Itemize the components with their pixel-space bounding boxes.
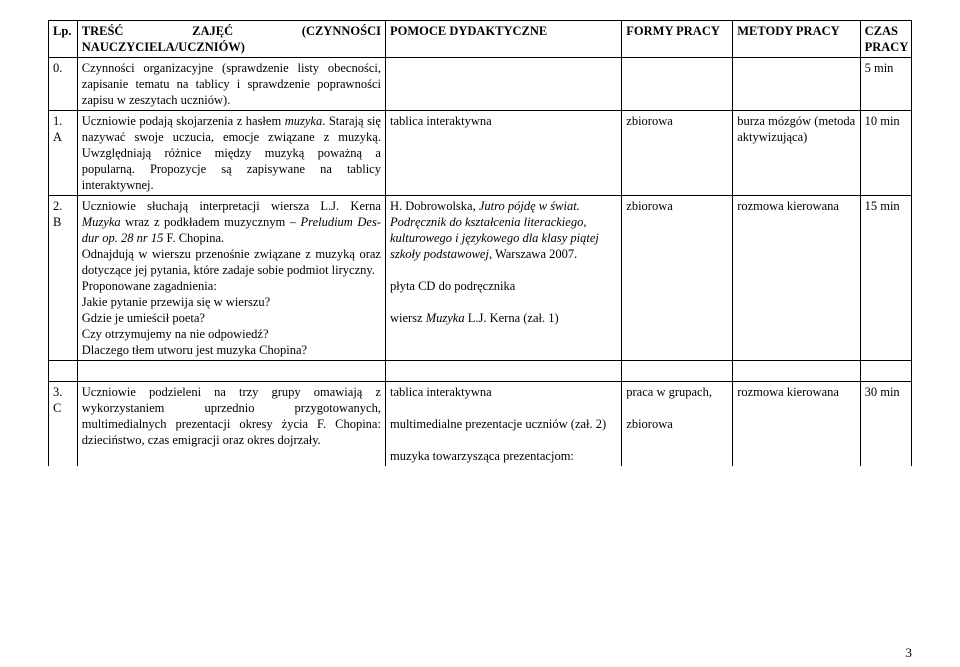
text: Uczniowie podają skojarzenia z hasłem bbox=[82, 114, 285, 128]
cell-lp: 3. C bbox=[49, 382, 78, 467]
cell-metody: burza mózgów (metoda aktywizująca) bbox=[733, 111, 860, 196]
cell-lp: 1. A bbox=[49, 111, 78, 196]
col-header-tresc: TREŚĆ ZAJĘĆ (CZYNNOŚCI NAUCZYCIELA/UCZNI… bbox=[77, 21, 385, 58]
text: , Warszawa 2007. bbox=[489, 247, 577, 261]
text: multimedialne prezentacje uczniów (zał. … bbox=[390, 416, 617, 432]
cell-formy: zbiorowa bbox=[622, 111, 733, 196]
text-italic: Muzyka bbox=[426, 311, 465, 325]
text: Czy otrzymujemy na nie odpowiedź? bbox=[82, 326, 381, 342]
table-row: 0. Czynności organizacyjne (sprawdzenie … bbox=[49, 58, 912, 111]
text: Dlaczego tłem utworu jest muzyka Chopina… bbox=[82, 342, 381, 358]
cell-metody bbox=[733, 58, 860, 111]
text-italic: Muzyka bbox=[82, 215, 121, 229]
col-header-formy: FORMY PRACY bbox=[622, 21, 733, 58]
table-row: 1. A Uczniowie podają skojarzenia z hasł… bbox=[49, 111, 912, 196]
text: tablica interaktywna bbox=[390, 384, 617, 400]
text: Uczniowie słuchają interpretacji wiersza… bbox=[82, 199, 381, 213]
col-header-pomoce: POMOCE DYDAKTYCZNE bbox=[385, 21, 621, 58]
text: wraz z podkładem muzycznym – bbox=[121, 215, 301, 229]
text: H. Dobrowolska, bbox=[390, 199, 479, 213]
cell-czas: 5 min bbox=[860, 58, 911, 111]
table-header-row: Lp. TREŚĆ ZAJĘĆ (CZYNNOŚCI NAUCZYCIELA/U… bbox=[49, 21, 912, 58]
page-number: 3 bbox=[906, 645, 913, 661]
cell-pomoce bbox=[385, 58, 621, 111]
lesson-plan-table: Lp. TREŚĆ ZAJĘĆ (CZYNNOŚCI NAUCZYCIELA/U… bbox=[48, 20, 912, 466]
cell-lp: 0. bbox=[49, 58, 78, 111]
cell-czas: 10 min bbox=[860, 111, 911, 196]
text: F. Chopina. bbox=[163, 231, 224, 245]
cell-czas: 30 min bbox=[860, 382, 911, 467]
cell-tresc: Uczniowie słuchają interpretacji wiersza… bbox=[77, 196, 385, 361]
text: L.J. Kerna (zał. 1) bbox=[465, 311, 559, 325]
cell-formy bbox=[622, 58, 733, 111]
text-italic: muzyka bbox=[285, 114, 323, 128]
cell-tresc: Uczniowie podają skojarzenia z hasłem mu… bbox=[77, 111, 385, 196]
col-header-lp: Lp. bbox=[49, 21, 78, 58]
spacer-row bbox=[49, 361, 912, 382]
text: Odnajdują w wierszu przenośnie związane … bbox=[82, 246, 381, 278]
col-header-czas: CZAS PRACY bbox=[860, 21, 911, 58]
cell-formy: zbiorowa bbox=[622, 196, 733, 361]
text: Jakie pytanie przewija się w wierszu? bbox=[82, 294, 381, 310]
cell-tresc: Czynności organizacyjne (sprawdzenie lis… bbox=[77, 58, 385, 111]
cell-formy: praca w grupach, zbiorowa bbox=[622, 382, 733, 467]
table-row: 3. C Uczniowie podzieleni na trzy grupy … bbox=[49, 382, 912, 467]
text: Gdzie je umieścił poeta? bbox=[82, 310, 381, 326]
cell-metody: rozmowa kierowana bbox=[733, 196, 860, 361]
cell-pomoce: H. Dobrowolska, Jutro pójdę w świat. Pod… bbox=[385, 196, 621, 361]
text: wiersz bbox=[390, 311, 426, 325]
cell-lp: 2. B bbox=[49, 196, 78, 361]
text: muzyka towarzysząca prezentacjom: bbox=[390, 448, 617, 464]
cell-czas: 15 min bbox=[860, 196, 911, 361]
table-row: 2. B Uczniowie słuchają interpretacji wi… bbox=[49, 196, 912, 361]
text: zbiorowa bbox=[626, 416, 728, 432]
text: Proponowane zagadnienia: bbox=[82, 278, 381, 294]
cell-pomoce: tablica interaktywna bbox=[385, 111, 621, 196]
cell-tresc: Uczniowie podzieleni na trzy grupy omawi… bbox=[77, 382, 385, 467]
text: praca w grupach, bbox=[626, 384, 728, 400]
cell-pomoce: tablica interaktywna multimedialne preze… bbox=[385, 382, 621, 467]
text: płyta CD do podręcznika bbox=[390, 278, 617, 294]
cell-metody: rozmowa kierowana bbox=[733, 382, 860, 467]
col-header-metody: METODY PRACY bbox=[733, 21, 860, 58]
